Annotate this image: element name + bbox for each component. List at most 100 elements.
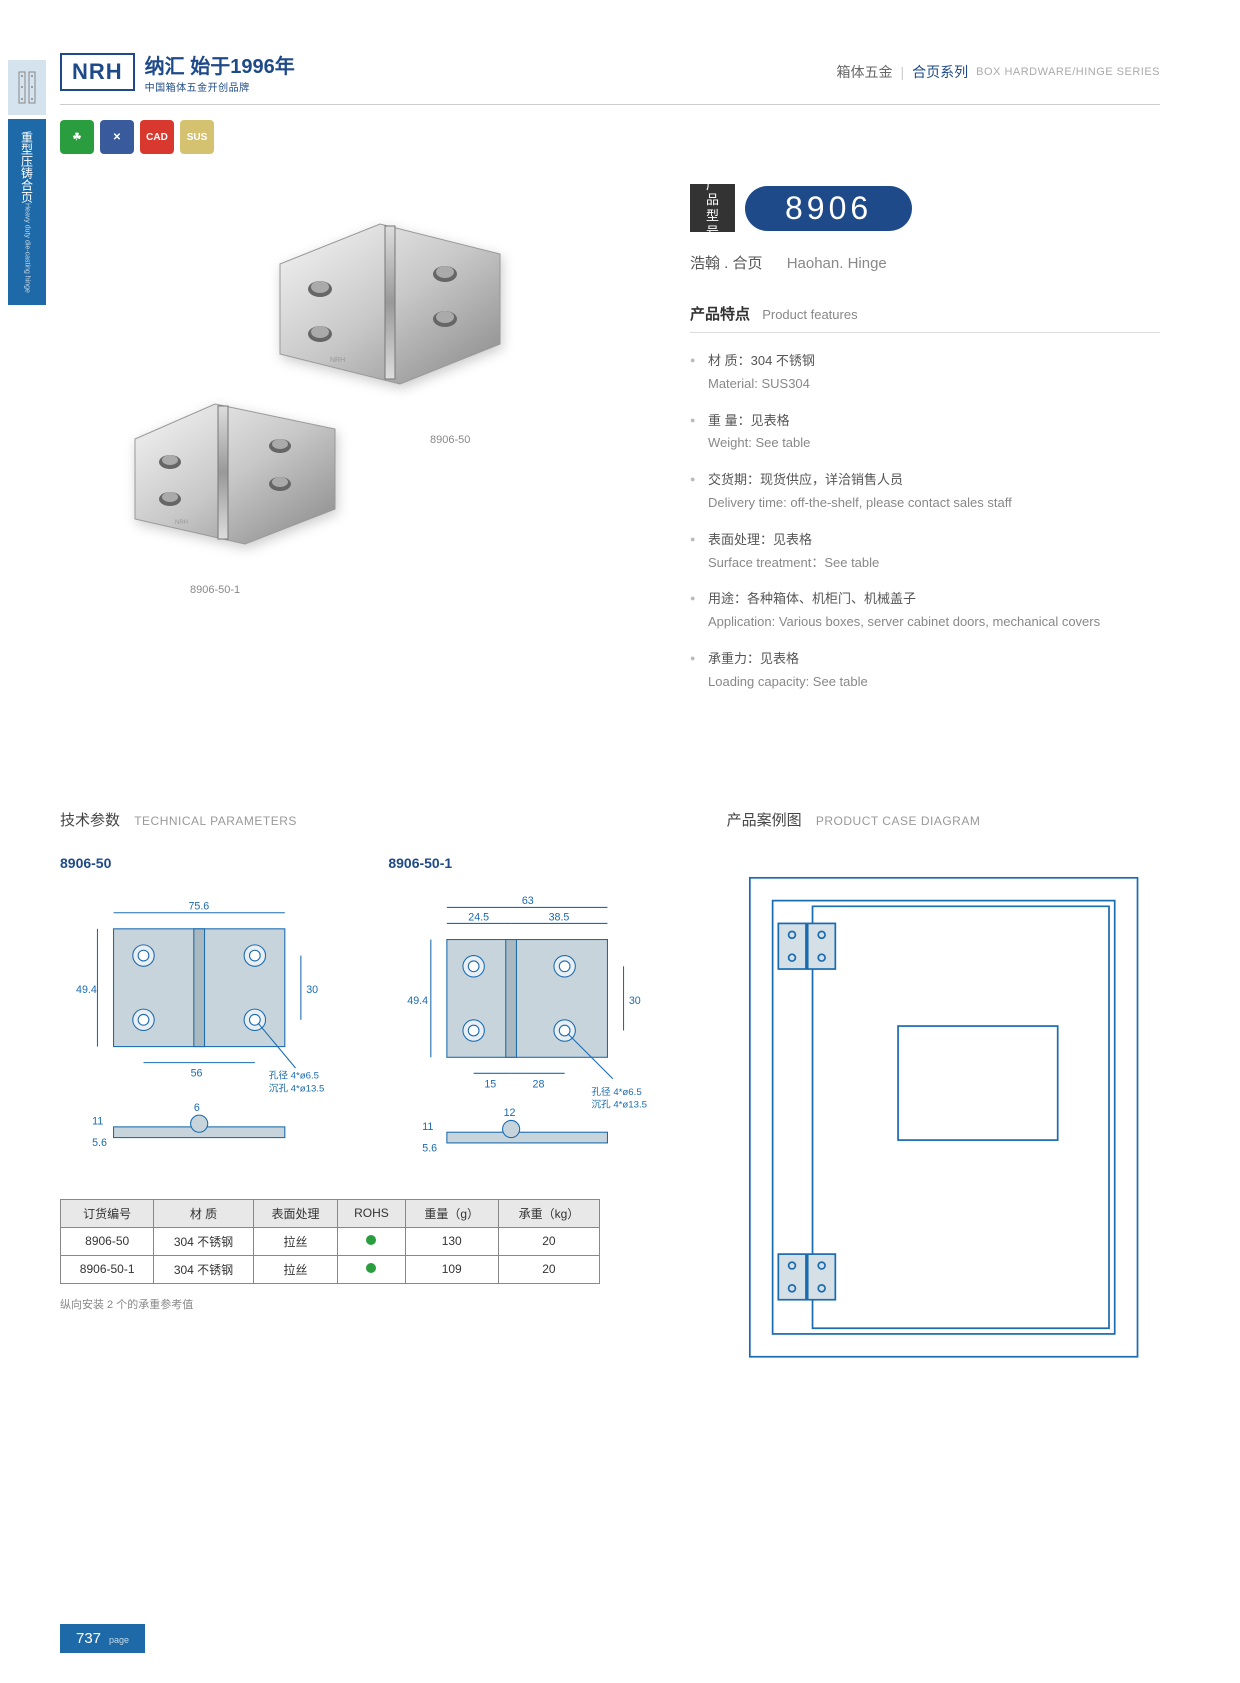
table-header: 材 质 — [154, 1199, 253, 1227]
table-cell: 20 — [498, 1255, 599, 1283]
tech-title-cn: 技术参数 — [60, 812, 120, 829]
diagram1-title: 8906-50 — [60, 855, 338, 871]
table-cell: 304 不锈钢 — [154, 1255, 253, 1283]
table-cell: 130 — [405, 1227, 498, 1255]
svg-text:75.6: 75.6 — [188, 900, 209, 912]
side-category-tab: 重型压铸合页 Heavy duty die-casting hinge — [8, 60, 46, 305]
table-note: 纵向安装 2 个的承重参考值 — [60, 1296, 667, 1312]
feature-item: 重 量：见表格Weight: See table — [690, 411, 1160, 455]
feature-item: 材 质：304 不锈钢Material: SUS304 — [690, 351, 1160, 395]
page-number: 737 page — [60, 1624, 145, 1653]
table-header: 表面处理 — [253, 1199, 338, 1227]
features-title-cn: 产品特点 — [690, 306, 750, 323]
side-hinge-icon — [8, 60, 46, 115]
header-cat-blue: 合页系列 — [912, 62, 968, 82]
subtitle-cn: 浩翰 . 合页 — [690, 255, 763, 272]
features-title-en: Product features — [762, 307, 857, 322]
case-diagram-svg — [727, 855, 1160, 1368]
svg-text:24.5: 24.5 — [469, 911, 490, 923]
svg-text:63: 63 — [522, 895, 534, 907]
page-num-label: page — [109, 1635, 129, 1645]
header-cat-cn: 箱体五金 — [837, 62, 893, 82]
case-title-en: PRODUCT CASE DIAGRAM — [816, 814, 980, 828]
tech-title-en: TECHNICAL PARAMETERS — [134, 814, 297, 828]
subtitle-en: Haohan. Hinge — [787, 255, 887, 272]
badge-eco: ☘ — [60, 120, 94, 154]
product-info: 产品型号 8906 浩翰 . 合页 Haohan. Hinge 产品特点 Pro… — [690, 184, 1160, 709]
svg-text:孔径 4*ø6.5: 孔径 4*ø6.5 — [592, 1085, 642, 1097]
table-header: ROHS — [338, 1199, 405, 1227]
features-list: 材 质：304 不锈钢Material: SUS304 重 量：见表格Weight… — [690, 351, 1160, 693]
diagram2-svg: 63 24.5 38.5 49.4 30 15 28 孔径 4*ø6.5 沉孔 … — [388, 886, 666, 1164]
badge-cad: CAD — [140, 120, 174, 154]
table-header: 订货编号 — [61, 1199, 154, 1227]
svg-text:沉孔 4*ø13.5: 沉孔 4*ø13.5 — [592, 1098, 648, 1110]
table-cell: 20 — [498, 1227, 599, 1255]
table-header: 重量（g） — [405, 1199, 498, 1227]
hinge-image-8906-50: NRH — [260, 204, 520, 394]
logo-area: NRH 纳汇 始于1996年 中国箱体五金开创品牌 — [60, 50, 295, 94]
logo-brand: NRH — [60, 53, 135, 91]
svg-text:56: 56 — [191, 1067, 203, 1079]
table-row: 8906-50304 不锈钢拉丝 13020 — [61, 1227, 600, 1255]
features-heading: 产品特点 Product features — [690, 303, 1160, 333]
svg-text:孔径 4*ø6.5: 孔径 4*ø6.5 — [269, 1069, 319, 1081]
table-cell: 8906-50-1 — [61, 1255, 154, 1283]
svg-text:沉孔 4*ø13.5: 沉孔 4*ø13.5 — [269, 1082, 325, 1094]
svg-text:28: 28 — [533, 1078, 545, 1090]
badge-cross: ✕ — [100, 120, 134, 154]
table-cell — [338, 1255, 405, 1283]
svg-text:38.5: 38.5 — [549, 911, 570, 923]
svg-text:49.4: 49.4 — [408, 994, 429, 1006]
page-num-value: 737 — [76, 1630, 101, 1647]
model-label: 产品型号 — [690, 184, 735, 232]
feature-item: 承重力：见表格Loading capacity: See table — [690, 649, 1160, 693]
feature-badges: ☘ ✕ CAD SUS — [60, 120, 1160, 154]
case-title-cn: 产品案例图 — [727, 812, 802, 829]
diagram-8906-50: 8906-50 75.6 — [60, 855, 338, 1169]
image-label-1: 8906-50 — [430, 434, 470, 446]
table-cell: 109 — [405, 1255, 498, 1283]
diagram2-title: 8906-50-1 — [388, 855, 666, 871]
svg-text:11: 11 — [92, 1115, 103, 1127]
product-photo-area: NRH 8906-50 NRH 8906-50-1 — [60, 184, 650, 604]
feature-item: 用途：各种箱体、机柜门、机械盖子Application: Various box… — [690, 589, 1160, 633]
tech-params-heading: 技术参数 TECHNICAL PARAMETERS — [60, 809, 667, 830]
table-cell: 拉丝 — [253, 1255, 338, 1283]
svg-text:6: 6 — [194, 1101, 200, 1113]
svg-text:5.6: 5.6 — [92, 1137, 107, 1149]
spec-table: 订货编号材 质表面处理ROHS重量（g）承重（kg） 8906-50304 不锈… — [60, 1199, 600, 1284]
model-number: 8906 — [745, 186, 912, 231]
logo-sub: 中国箱体五金开创品牌 — [145, 79, 295, 94]
table-row: 8906-50-1304 不锈钢拉丝 10920 — [61, 1255, 600, 1283]
page-header: NRH 纳汇 始于1996年 中国箱体五金开创品牌 箱体五金 | 合页系列 BO… — [60, 50, 1160, 105]
table-cell: 304 不锈钢 — [154, 1227, 253, 1255]
header-cat-en: BOX HARDWARE/HINGE SERIES — [976, 66, 1160, 78]
product-subtitle: 浩翰 . 合页 Haohan. Hinge — [690, 252, 1160, 273]
svg-text:30: 30 — [306, 984, 318, 996]
svg-text:12: 12 — [504, 1107, 516, 1119]
table-cell — [338, 1227, 405, 1255]
feature-item: 交货期：现货供应，详洽销售人员Delivery time: off-the-sh… — [690, 470, 1160, 514]
side-label-cn: 重型压铸合页 — [19, 131, 36, 203]
svg-text:NRH: NRH — [330, 357, 345, 364]
badge-sus: SUS — [180, 120, 214, 154]
table-header: 承重（kg） — [498, 1199, 599, 1227]
svg-text:5.6: 5.6 — [423, 1142, 438, 1154]
diagram1-svg: 75.6 49.4 30 56 孔径 4*ø6.5 沉孔 4*ø13.5 6 1… — [60, 886, 338, 1164]
header-category: 箱体五金 | 合页系列 BOX HARDWARE/HINGE SERIES — [837, 62, 1160, 82]
svg-text:49.4: 49.4 — [76, 984, 97, 996]
table-cell: 拉丝 — [253, 1227, 338, 1255]
svg-text:NRH: NRH — [175, 520, 188, 526]
side-label: 重型压铸合页 Heavy duty die-casting hinge — [8, 119, 46, 305]
logo-cn: 纳汇 始于1996年 — [145, 50, 295, 79]
case-diagram-heading: 产品案例图 PRODUCT CASE DIAGRAM — [727, 809, 1160, 830]
svg-text:15: 15 — [485, 1078, 497, 1090]
side-label-en: Heavy duty die-casting hinge — [24, 203, 31, 293]
hinge-image-8906-50-1: NRH — [120, 384, 350, 554]
table-cell: 8906-50 — [61, 1227, 154, 1255]
diagram-8906-50-1: 8906-50-1 63 24.5 38.5 49.4 — [388, 855, 666, 1169]
feature-item: 表面处理：见表格Surface treatment：See table — [690, 530, 1160, 574]
svg-text:30: 30 — [629, 994, 641, 1006]
image-label-2: 8906-50-1 — [190, 584, 240, 596]
